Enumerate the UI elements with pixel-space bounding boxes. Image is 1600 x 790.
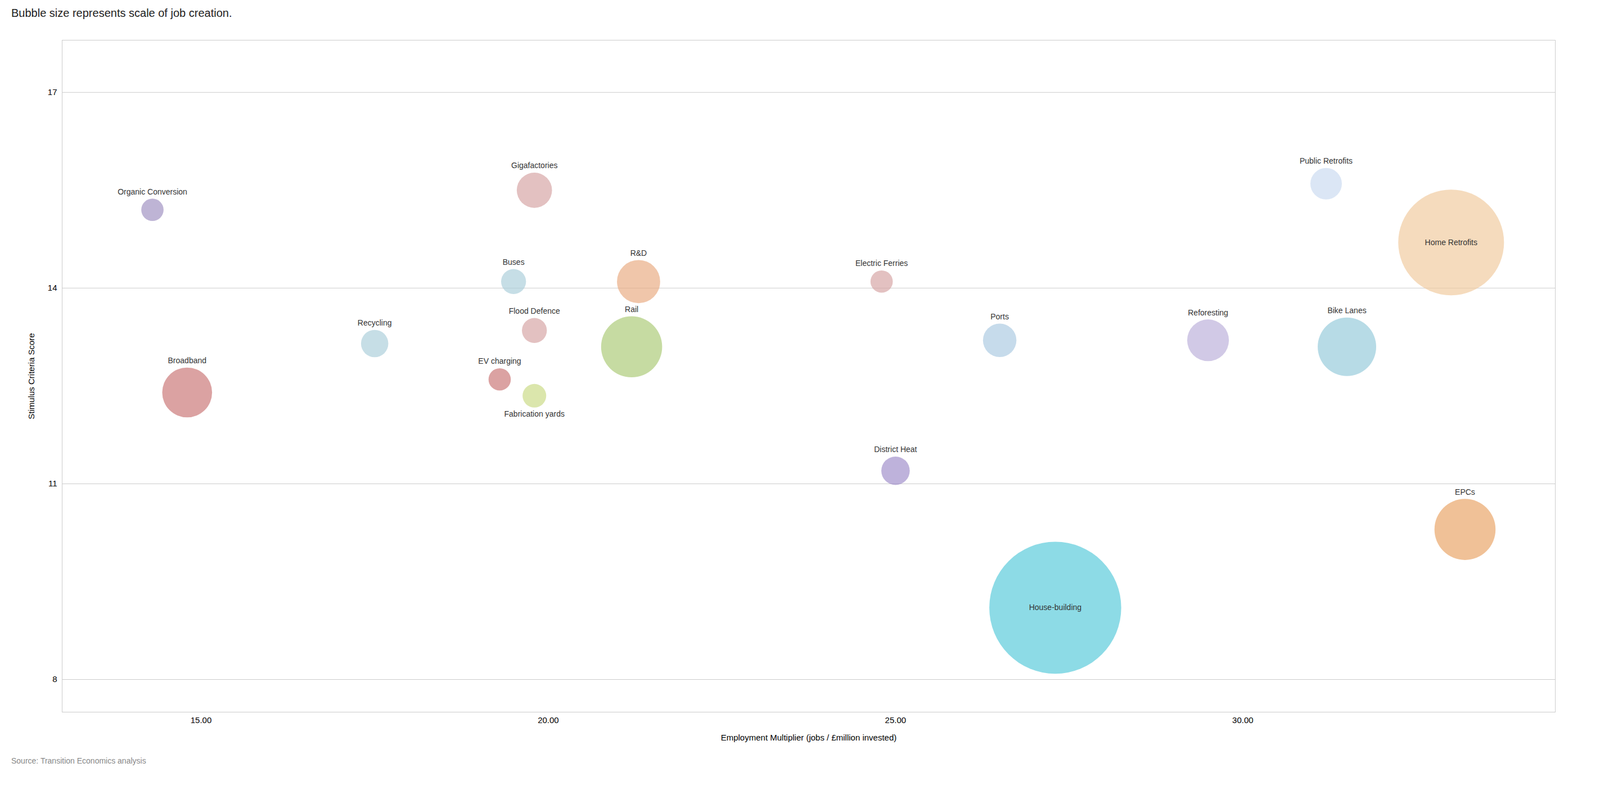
svg-text:Employment Multiplier (jobs /: Employment Multiplier (jobs / £million i… bbox=[720, 732, 898, 743]
svg-text:Organic Conversion: Organic Conversion bbox=[117, 187, 188, 197]
svg-text:House-building: House-building bbox=[1029, 602, 1082, 612]
html-text:Bubble size represents scale o: Bubble size represents scale of job crea… bbox=[11, 6, 232, 20]
svg-text:EV charging: EV charging bbox=[478, 356, 521, 366]
svg-text:Ports: Ports bbox=[990, 312, 1009, 322]
svg-text:District Heat: District Heat bbox=[873, 444, 917, 454]
svg-text:8: 8 bbox=[52, 674, 57, 684]
svg-text:Broadband: Broadband bbox=[168, 355, 207, 365]
svg-text:Public Retrofits: Public Retrofits bbox=[1299, 156, 1353, 166]
svg-text:Recycling: Recycling bbox=[357, 318, 392, 328]
svg-text:15.00: 15.00 bbox=[190, 715, 213, 725]
svg-text:Reforesting: Reforesting bbox=[1187, 308, 1229, 318]
svg-text:R&D: R&D bbox=[630, 248, 648, 258]
svg-text:Home Retrofits: Home Retrofits bbox=[1425, 237, 1478, 247]
svg-text:Electric Ferries: Electric Ferries bbox=[855, 258, 908, 268]
svg-text:Buses: Buses bbox=[502, 257, 525, 267]
svg-text:Flood Defence: Flood Defence bbox=[508, 306, 561, 316]
html-text:Source: Transition Economics a: Source: Transition Economics analysis bbox=[11, 756, 147, 766]
svg-text:Fabrication yards: Fabrication yards bbox=[504, 409, 565, 419]
svg-text:14: 14 bbox=[47, 282, 58, 293]
svg-text:Bike Lanes: Bike Lanes bbox=[1327, 305, 1367, 315]
svg-text:20.00: 20.00 bbox=[537, 715, 560, 725]
svg-text:EPCs: EPCs bbox=[1454, 487, 1476, 497]
svg-text:30.00: 30.00 bbox=[1232, 715, 1254, 725]
svg-text:Stimulus Criteria Score: Stimulus Criteria Score bbox=[26, 332, 36, 419]
svg-text:Rail: Rail bbox=[624, 304, 639, 314]
svg-text:11: 11 bbox=[48, 478, 58, 489]
svg-text:17: 17 bbox=[47, 87, 58, 97]
svg-text:25.00: 25.00 bbox=[885, 715, 907, 725]
svg-text:Gigafactories: Gigafactories bbox=[511, 160, 558, 170]
